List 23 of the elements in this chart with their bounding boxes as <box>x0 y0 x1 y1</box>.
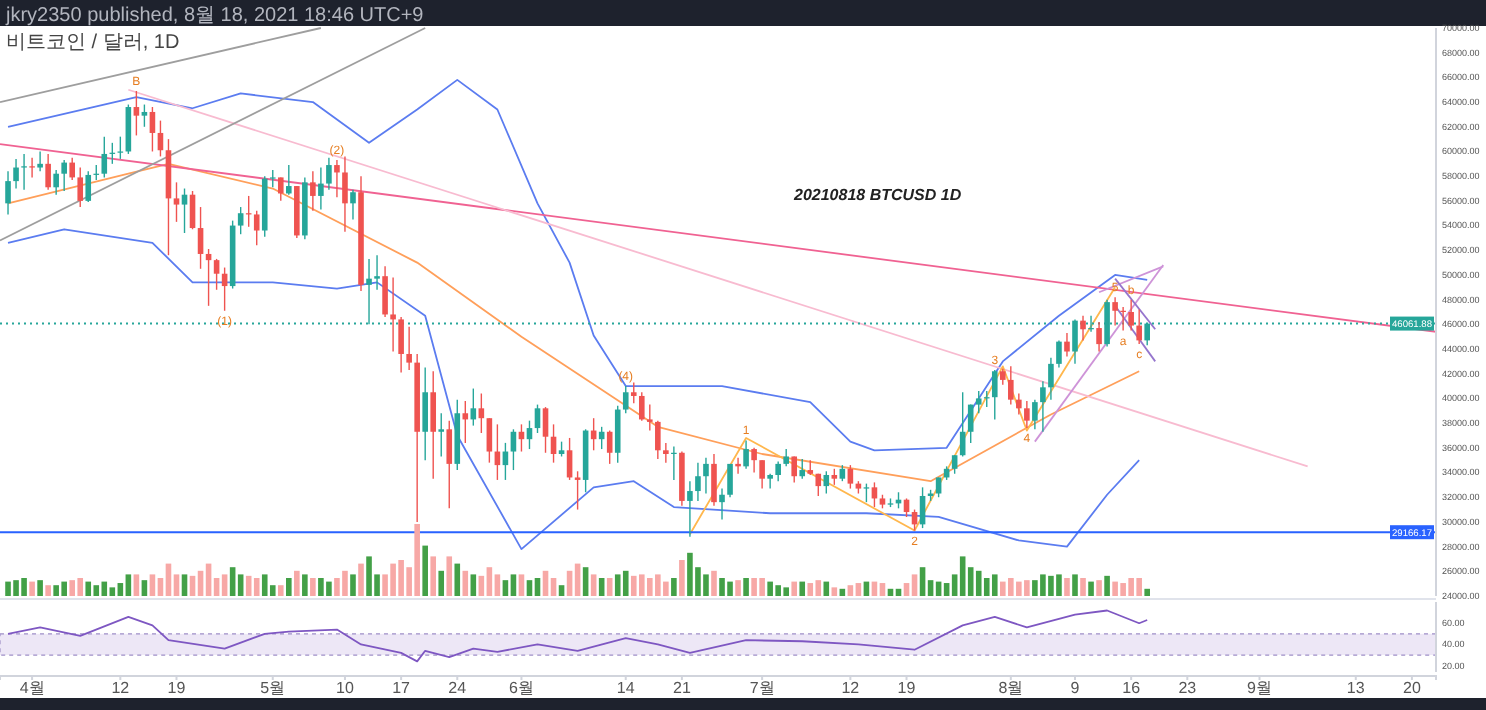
x-tick-label: 12 <box>841 679 861 698</box>
x-tick-label: 24 <box>448 679 468 698</box>
x-tick-label: 7월 <box>749 679 775 698</box>
x-tick-label: 20 <box>1403 679 1422 698</box>
x-tick-label: 21 <box>672 679 692 698</box>
x-tick-label: 5월 <box>260 679 286 698</box>
x-tick-label: 23 <box>1178 679 1198 698</box>
x-tick-label: 19 <box>897 679 917 698</box>
x-tick-label: 10 <box>336 679 355 698</box>
x-tick-label: 4월 <box>19 679 45 698</box>
x-tick-label: 12 <box>111 679 131 698</box>
text: jkry2350 published, 8월 18, 2021 18:46 UTC+9 <box>4 5 425 27</box>
x-tick-label: 8월 <box>998 679 1024 698</box>
x-tick-label: 17 <box>392 679 412 698</box>
x-tick-label: 13 <box>1346 679 1366 698</box>
x-tick-label: 14 <box>616 679 636 698</box>
text: 20210818 BTCUSD 1D <box>792 186 962 204</box>
x-tick-label: 9 <box>1070 679 1081 698</box>
x-tick-label: 19 <box>167 679 187 698</box>
x-tick-label: 9월 <box>1247 679 1272 698</box>
x-tick-label: 16 <box>1122 679 1142 698</box>
chart-subtitle: 비트코인 / 달러, 1D <box>6 32 180 54</box>
x-tick-label: 6월 <box>509 679 534 698</box>
